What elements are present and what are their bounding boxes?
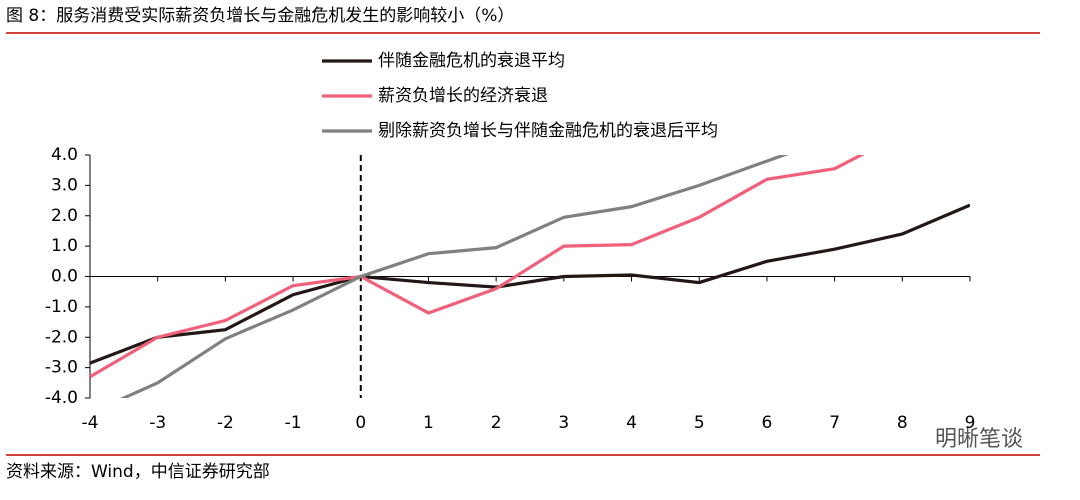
x-tick-label: 7 [829,413,840,433]
watermark: 明晰笔谈 [935,427,1023,452]
x-tick-label: -1 [285,413,302,433]
x-tick-label: 9 [965,413,976,433]
y-tick-label: 2.0 [51,206,78,226]
series-line [90,203,970,365]
x-tick-label: 2 [491,413,502,433]
x-tick-label: 8 [897,413,908,433]
x-tick-label: 1 [423,413,434,433]
x-tick-label: 5 [694,413,705,433]
y-tick-label: 4.0 [51,145,78,165]
x-tick-label: 3 [558,413,569,433]
source: 资料来源：Wind，中信证券研究部 [6,462,270,482]
y-tick-label: 3.0 [51,175,78,195]
x-tick-label: 0 [355,413,366,433]
y-tick-label: 0.0 [51,267,78,287]
series-line [119,155,789,398]
x-tick-label: 6 [762,413,773,433]
y-tick-label: -3.0 [45,358,78,378]
y-tick-label: -4.0 [45,388,78,408]
chart-title: 图 8：服务消费受实际薪资负增长与金融危机发生的影响较小（%） [6,6,514,26]
series-line [90,155,865,379]
x-tick-label: -3 [149,413,166,433]
legend-label: 剔除薪资负增长与伴随金融危机的衰退后平均 [378,121,718,141]
legend-label: 薪资负增长的经济衰退 [378,86,548,106]
x-tick-label: -4 [82,413,99,433]
y-tick-label: -2.0 [45,327,78,347]
x-tick-label: 4 [626,413,637,433]
legend-label: 伴随金融危机的衰退平均 [378,51,565,71]
x-tick-label: -2 [217,413,234,433]
y-tick-label: -1.0 [45,297,78,317]
y-tick-label: 1.0 [51,236,78,256]
